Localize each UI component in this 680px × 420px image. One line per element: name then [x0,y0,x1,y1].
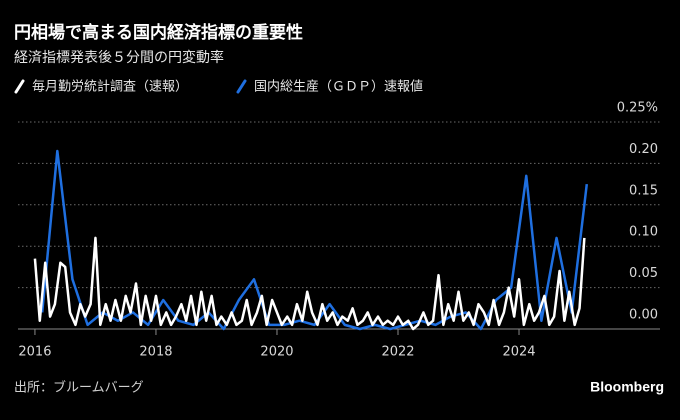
x-tick-label: 2016 [18,345,51,360]
chart-title: 円相場で高まる国内経済指標の重要性 [14,22,303,43]
y-tick-label: 0.15 [629,183,658,198]
legend-swatch [14,79,25,94]
y-tick-label: 0.25% [617,101,658,116]
x-tick-label: 2018 [139,345,172,360]
chart-subtitle: 経済指標発表後５分間の円変動率 [14,49,224,66]
data-line [33,236,586,331]
legend-label: 国内総生産（ＧＤＰ）速報値 [254,79,423,95]
x-tick-label: 2022 [381,345,414,360]
x-tick-label: 2020 [260,345,293,360]
y-tick-label: 0.20 [629,142,658,157]
y-tick-label: 0.05 [629,266,658,281]
y-tick-label: 0.00 [629,308,658,323]
legend-swatch [236,79,247,94]
legend-label: 毎月勤労統計調査（速報） [32,79,188,95]
brand-logo: Bloomberg [590,379,664,395]
source-note: 出所：ブルームバーグ [14,380,144,396]
data-line [40,149,589,331]
x-tick-label: 2024 [502,345,535,360]
y-tick-label: 0.10 [629,225,658,240]
